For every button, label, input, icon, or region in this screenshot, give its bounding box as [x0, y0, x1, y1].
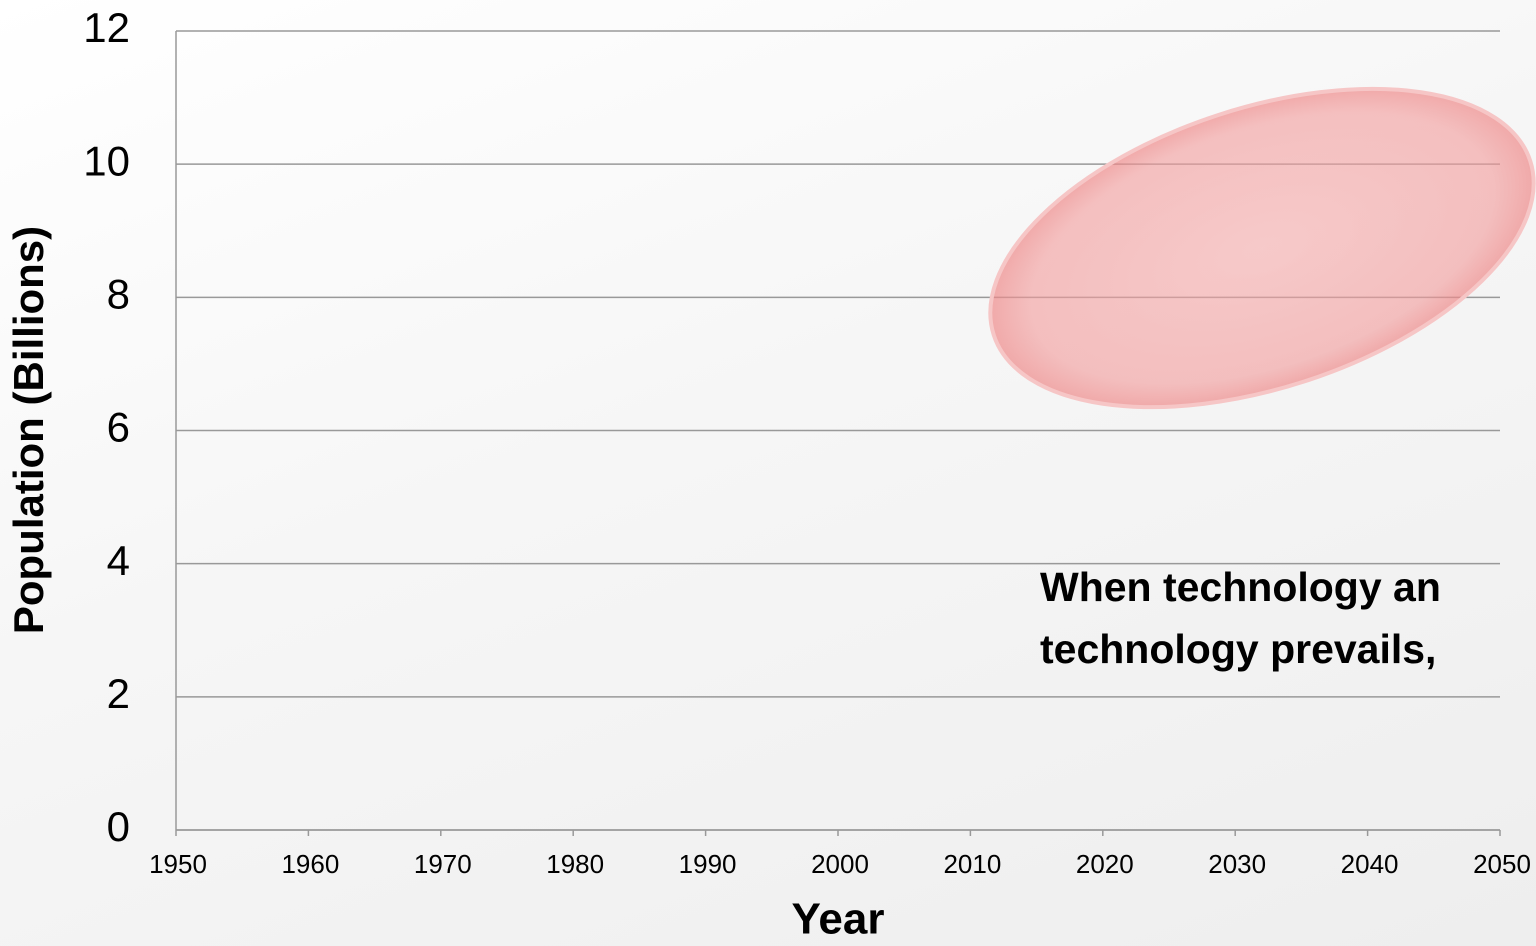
y-tick-label: 6 [107, 404, 130, 451]
y-tick-label: 10 [83, 137, 130, 184]
x-tick-label: 1950 [149, 849, 207, 879]
x-tick-label: 2050 [1473, 849, 1531, 879]
x-tick-label: 2030 [1208, 849, 1266, 879]
x-tick-label: 2000 [811, 849, 869, 879]
x-axis-label: Year [792, 895, 885, 944]
annotation: When technology an [1040, 564, 1441, 610]
x-tick-label: 1970 [414, 849, 472, 879]
highlight-ellipse [988, 86, 1536, 410]
y-tick-label: 0 [107, 803, 130, 850]
x-tick-label: 2010 [943, 849, 1001, 879]
annotation: technology prevails, [1040, 626, 1436, 672]
x-tick-label: 1980 [546, 849, 604, 879]
y-tick-label: 2 [107, 670, 130, 717]
y-tick-label: 8 [107, 270, 130, 317]
x-tick-label: 2040 [1341, 849, 1399, 879]
y-tick-label: 12 [83, 4, 130, 51]
y-axis-label: Population (Billions) [5, 226, 52, 634]
x-tick-label: 2020 [1076, 849, 1134, 879]
y-tick-label: 4 [107, 537, 130, 584]
x-tick-label: 1990 [679, 849, 737, 879]
x-tick-label: 1960 [281, 849, 339, 879]
